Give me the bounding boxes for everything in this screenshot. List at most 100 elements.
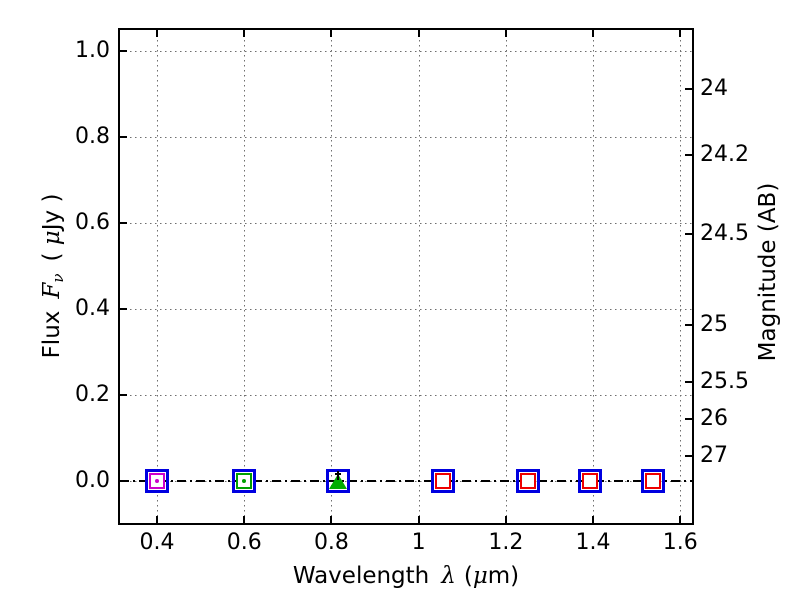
inner-square-marker	[644, 472, 661, 489]
x-tick	[592, 516, 595, 523]
y-tick-right	[685, 232, 692, 235]
inner-square-marker	[519, 472, 536, 489]
x-tick	[504, 516, 507, 523]
center-dot	[242, 478, 247, 483]
y-tick-left	[120, 50, 127, 53]
x-tick	[417, 516, 420, 523]
gridline-y	[120, 137, 692, 139]
y-axis-label-right: Magnitude (AB)	[753, 72, 783, 472]
data-point	[232, 468, 257, 493]
gridline-x	[505, 30, 507, 523]
x-tick-label: 0.8	[313, 530, 349, 555]
inner-square-marker	[581, 472, 598, 489]
gridline-x	[418, 30, 420, 523]
x-unit-close: m)	[487, 563, 520, 589]
x-tick	[330, 516, 333, 523]
y-tick-right	[685, 417, 692, 420]
black-cross-marker	[334, 472, 341, 475]
outer-square-marker	[145, 468, 170, 493]
y-tick-left	[120, 479, 127, 482]
outer-square-marker	[232, 468, 257, 493]
gridline-x	[244, 30, 246, 523]
y-unit-open: (	[39, 245, 65, 262]
x-tick-label: 0.4	[139, 530, 175, 555]
x-tick-top	[417, 30, 420, 37]
x-tick-top	[330, 30, 333, 37]
gridline-y	[120, 51, 692, 53]
y-tick-label-left: 0.8	[75, 124, 110, 150]
data-point	[430, 468, 455, 493]
flux-symbol: F	[39, 282, 65, 299]
data-point	[145, 468, 170, 493]
y-unit-close: Jy )	[39, 193, 65, 231]
outer-square-marker	[640, 468, 665, 493]
data-point	[515, 468, 540, 493]
x-axis-label: Wavelength λ (μm)	[156, 561, 656, 591]
y-tick-left	[120, 136, 127, 139]
mu-symbol-y: μ	[39, 230, 65, 246]
y-tick-left	[120, 221, 127, 224]
outer-square-marker	[325, 468, 350, 493]
gridline-x	[157, 30, 159, 523]
y-tick-right	[685, 87, 692, 90]
y-tick-left	[120, 393, 127, 396]
y-tick-label-right: 26	[700, 405, 728, 431]
zero-flux-line	[120, 479, 692, 482]
x-tick-label: 1.4	[575, 530, 611, 555]
y2-axis-label-text: Magnitude (AB)	[755, 182, 781, 362]
y-tick-left	[120, 307, 127, 310]
inner-square-marker	[434, 472, 451, 489]
y-axis-label-text: Flux	[39, 310, 65, 359]
lambda-symbol: λ	[441, 563, 456, 589]
y-tick-label-right: 25.5	[700, 369, 749, 395]
y-tick-label-right: 24	[700, 75, 728, 101]
y-tick-label-right: 24.2	[700, 141, 749, 167]
center-dot	[155, 478, 160, 483]
x-tick-top	[504, 30, 507, 37]
outer-square-marker	[577, 468, 602, 493]
y-tick-right	[685, 323, 692, 326]
gridline-y	[120, 394, 692, 396]
outer-square-marker	[430, 468, 455, 493]
y-tick-label-left: 0.2	[75, 381, 110, 407]
nu-subscript: ν	[49, 273, 67, 283]
y-tick-right	[685, 381, 692, 384]
gridline-y	[120, 308, 692, 310]
y-tick-label-left: 1.0	[75, 38, 110, 64]
data-point	[577, 468, 602, 493]
black-cross-marker	[336, 470, 339, 480]
outer-square-marker	[515, 468, 540, 493]
mu-symbol-x: μ	[472, 563, 488, 589]
x-tick-label: 1.6	[662, 530, 698, 555]
gridline-x	[593, 30, 595, 523]
y-tick-label-left: 0.4	[75, 295, 110, 321]
x-tick-label: 1	[411, 530, 426, 555]
x-unit-open: (	[463, 563, 473, 589]
x-tick	[679, 516, 682, 523]
y-tick-label-left: 0.6	[75, 209, 110, 235]
x-tick-top	[592, 30, 595, 37]
gridline-y	[120, 222, 692, 224]
data-point	[325, 468, 350, 493]
y-tick-label-left: 0.0	[75, 467, 110, 493]
x-tick-label: 0.6	[226, 530, 262, 555]
plot-area	[118, 28, 694, 525]
x-tick-top	[243, 30, 246, 37]
gridline-x	[680, 30, 682, 523]
y-tick-right	[685, 455, 692, 458]
x-tick-top	[679, 30, 682, 37]
x-tick-label: 1.2	[488, 530, 524, 555]
y-tick-label-right: 25	[700, 311, 728, 337]
y-axis-label-left: Flux Fν ( μJy )	[37, 76, 73, 476]
gridline-x	[331, 30, 333, 523]
data-point	[640, 468, 665, 493]
y-tick-label-right: 24.5	[700, 220, 749, 246]
x-tick	[243, 516, 246, 523]
y-tick-right	[685, 153, 692, 156]
green-triangle-marker	[328, 473, 347, 489]
x-tick	[156, 516, 159, 523]
x-axis-label-text: Wavelength	[292, 563, 430, 589]
x-tick-top	[156, 30, 159, 37]
y-tick-label-right: 27	[700, 443, 728, 469]
